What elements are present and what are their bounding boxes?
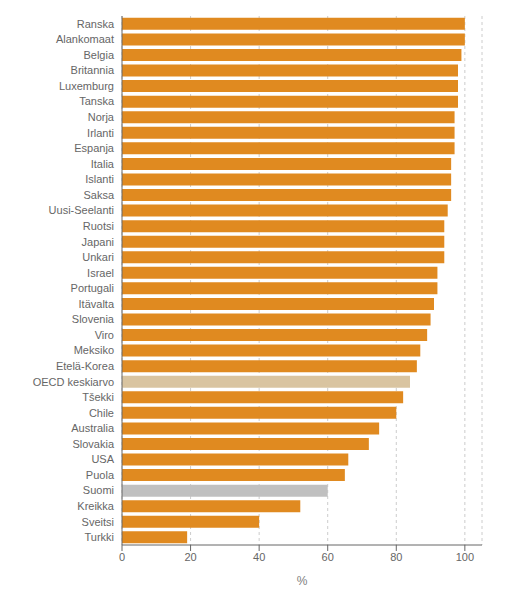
svg-text:Puola: Puola bbox=[86, 469, 115, 481]
svg-text:Australia: Australia bbox=[71, 422, 115, 434]
svg-text:Suomi: Suomi bbox=[83, 484, 114, 496]
svg-text:40: 40 bbox=[253, 551, 265, 563]
svg-text:60: 60 bbox=[322, 551, 334, 563]
svg-text:Espanja: Espanja bbox=[74, 142, 115, 154]
svg-text:USA: USA bbox=[91, 453, 114, 465]
svg-text:Itävalta: Itävalta bbox=[79, 298, 115, 310]
svg-text:Belgia: Belgia bbox=[83, 49, 114, 61]
svg-text:Viro: Viro bbox=[95, 329, 114, 341]
svg-text:Portugali: Portugali bbox=[71, 282, 114, 294]
svg-text:Slovenia: Slovenia bbox=[72, 313, 115, 325]
svg-text:100: 100 bbox=[456, 551, 474, 563]
svg-text:Irlanti: Irlanti bbox=[87, 127, 114, 139]
svg-text:Ruotsi: Ruotsi bbox=[83, 220, 114, 232]
svg-text:Japani: Japani bbox=[82, 236, 114, 248]
svg-text:Chile: Chile bbox=[89, 407, 114, 419]
svg-text:Israel: Israel bbox=[87, 267, 114, 279]
svg-text:Meksiko: Meksiko bbox=[74, 344, 114, 356]
svg-text:Ranska: Ranska bbox=[77, 18, 115, 30]
svg-text:Tanska: Tanska bbox=[79, 95, 115, 107]
svg-text:20: 20 bbox=[184, 551, 196, 563]
svg-text:Turkki: Turkki bbox=[84, 531, 114, 543]
svg-text:OECD keskiarvo: OECD keskiarvo bbox=[33, 376, 114, 388]
svg-text:Italia: Italia bbox=[91, 158, 115, 170]
svg-text:Unkari: Unkari bbox=[82, 251, 114, 263]
svg-text:0: 0 bbox=[119, 551, 125, 563]
svg-text:Kreikka: Kreikka bbox=[77, 500, 115, 512]
svg-text:Alankomaat: Alankomaat bbox=[56, 33, 114, 45]
svg-text:Uusi-Seelanti: Uusi-Seelanti bbox=[49, 204, 114, 216]
svg-text:Luxemburg: Luxemburg bbox=[59, 80, 114, 92]
svg-text:Tšekki: Tšekki bbox=[82, 391, 114, 403]
svg-text:Britannia: Britannia bbox=[71, 64, 115, 76]
svg-text:80: 80 bbox=[390, 551, 402, 563]
svg-text:Sveitsi: Sveitsi bbox=[82, 516, 114, 528]
svg-text:Islanti: Islanti bbox=[85, 173, 114, 185]
svg-text:Slovakia: Slovakia bbox=[72, 438, 114, 450]
svg-text:Saksa: Saksa bbox=[83, 189, 114, 201]
svg-text:Norja: Norja bbox=[88, 111, 115, 123]
svg-text:Etelä-Korea: Etelä-Korea bbox=[56, 360, 115, 372]
svg-text:%: % bbox=[297, 574, 308, 588]
